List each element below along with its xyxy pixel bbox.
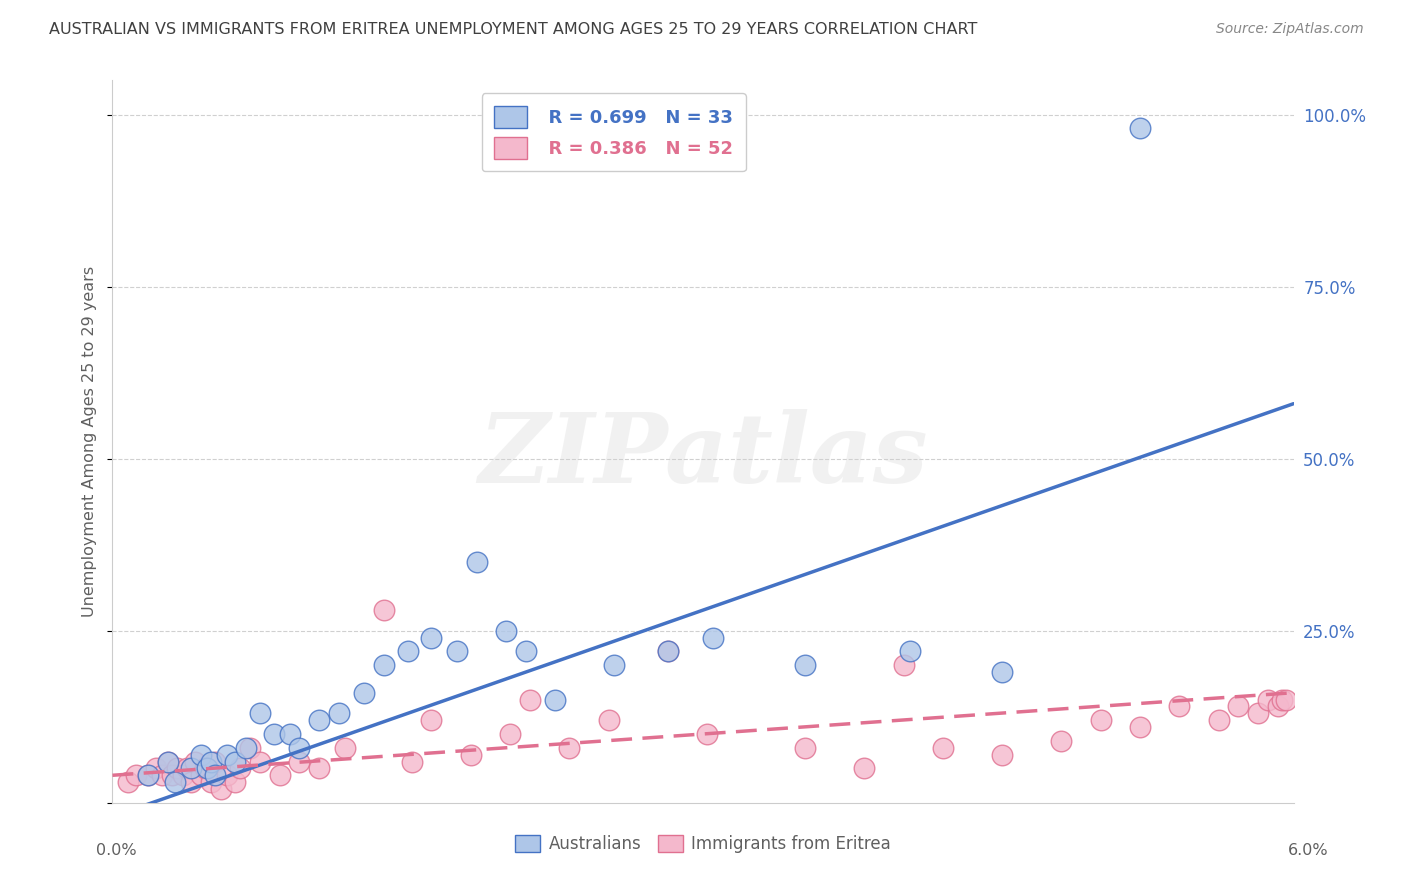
Point xyxy=(145,761,167,775)
Point xyxy=(269,768,291,782)
Point xyxy=(1129,121,1152,136)
Point xyxy=(125,768,148,782)
Point xyxy=(1257,692,1279,706)
Point xyxy=(420,713,443,727)
Point xyxy=(401,755,423,769)
Point xyxy=(702,631,724,645)
Point xyxy=(308,713,330,727)
Point xyxy=(308,761,330,775)
Point xyxy=(190,768,212,782)
Point xyxy=(136,768,159,782)
Point xyxy=(515,644,537,658)
Point xyxy=(353,686,375,700)
Point xyxy=(156,755,179,769)
Point xyxy=(224,775,246,789)
Point xyxy=(598,713,620,727)
Point xyxy=(200,775,222,789)
Text: 0.0%: 0.0% xyxy=(96,843,136,858)
Point xyxy=(239,740,262,755)
Text: Source: ZipAtlas.com: Source: ZipAtlas.com xyxy=(1216,22,1364,37)
Point xyxy=(1274,692,1296,706)
Point xyxy=(278,727,301,741)
Point xyxy=(180,761,202,775)
Point xyxy=(495,624,517,638)
Point xyxy=(204,768,226,782)
Text: AUSTRALIAN VS IMMIGRANTS FROM ERITREA UNEMPLOYMENT AMONG AGES 25 TO 29 YEARS COR: AUSTRALIAN VS IMMIGRANTS FROM ERITREA UN… xyxy=(49,22,977,37)
Point xyxy=(1247,706,1270,721)
Point xyxy=(224,755,246,769)
Point xyxy=(229,761,252,775)
Point xyxy=(396,644,419,658)
Point xyxy=(195,761,218,775)
Point xyxy=(794,658,817,673)
Point xyxy=(190,747,212,762)
Point xyxy=(446,644,468,658)
Point xyxy=(184,755,207,769)
Point xyxy=(657,644,679,658)
Point xyxy=(465,555,488,569)
Point xyxy=(263,727,285,741)
Point xyxy=(499,727,522,741)
Point xyxy=(1227,699,1250,714)
Point xyxy=(200,755,222,769)
Point xyxy=(209,782,232,797)
Point xyxy=(117,775,139,789)
Point xyxy=(1208,713,1230,727)
Point xyxy=(1168,699,1191,714)
Point xyxy=(460,747,482,762)
Point xyxy=(893,658,915,673)
Point xyxy=(603,658,626,673)
Point xyxy=(898,644,921,658)
Point xyxy=(1267,699,1289,714)
Point xyxy=(176,761,198,775)
Point xyxy=(1271,692,1294,706)
Point xyxy=(1090,713,1112,727)
Point xyxy=(160,768,183,782)
Point xyxy=(288,740,311,755)
Point xyxy=(420,631,443,645)
Point xyxy=(853,761,876,775)
Legend: Australians, Immigrants from Eritrea: Australians, Immigrants from Eritrea xyxy=(509,828,897,860)
Text: ZIPatlas: ZIPatlas xyxy=(478,409,928,503)
Point xyxy=(194,761,217,775)
Point xyxy=(150,768,173,782)
Point xyxy=(991,747,1014,762)
Point xyxy=(1129,720,1152,734)
Point xyxy=(215,747,238,762)
Point xyxy=(180,775,202,789)
Point xyxy=(333,740,356,755)
Point xyxy=(696,727,718,741)
Point xyxy=(136,768,159,782)
Point xyxy=(558,740,581,755)
Point xyxy=(166,761,188,775)
Point xyxy=(249,706,271,721)
Point xyxy=(373,658,395,673)
Text: 6.0%: 6.0% xyxy=(1288,843,1329,858)
Point xyxy=(932,740,955,755)
Point xyxy=(235,740,257,755)
Y-axis label: Unemployment Among Ages 25 to 29 years: Unemployment Among Ages 25 to 29 years xyxy=(82,266,97,617)
Point xyxy=(991,665,1014,679)
Point xyxy=(373,603,395,617)
Point xyxy=(794,740,817,755)
Point xyxy=(156,755,179,769)
Point xyxy=(288,755,311,769)
Point xyxy=(328,706,350,721)
Point xyxy=(544,692,567,706)
Point xyxy=(249,755,271,769)
Point xyxy=(165,775,187,789)
Point xyxy=(1050,734,1073,748)
Point xyxy=(172,768,194,782)
Point xyxy=(215,768,238,782)
Point xyxy=(657,644,679,658)
Point xyxy=(204,755,226,769)
Point xyxy=(519,692,541,706)
